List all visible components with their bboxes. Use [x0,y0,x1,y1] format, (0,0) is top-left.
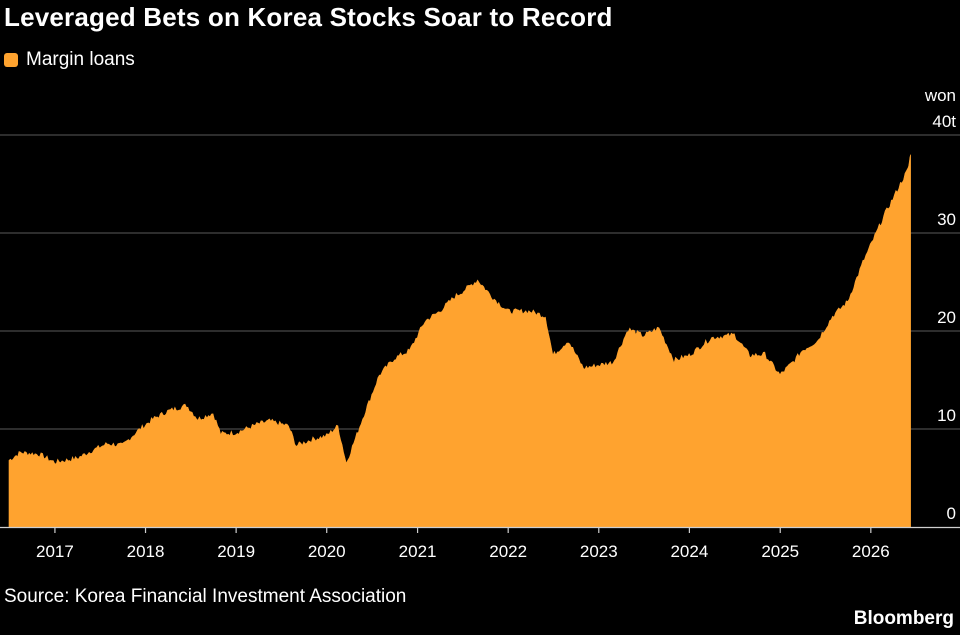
x-tick-label-2020: 2020 [308,542,346,561]
series-margin-loans-area [8,154,911,528]
source-note: Source: Korea Financial Investment Assoc… [4,586,407,607]
x-tick-label-2025: 2025 [761,542,799,561]
legend: Margin loans [4,49,135,71]
bloomberg-logo: Bloomberg [853,608,954,629]
legend-swatch-margin-loans [4,53,18,67]
x-tick-label-2018: 2018 [127,542,165,561]
y-tick-label-20: 20 [937,308,956,327]
y-tick-label-0: 0 [947,504,956,523]
x-tick-label-2017: 2017 [36,542,74,561]
x-tick-label-2023: 2023 [580,542,618,561]
x-tick-label-2019: 2019 [217,542,255,561]
chart-title: Leveraged Bets on Korea Stocks Soar to R… [4,2,613,32]
y-axis-unit-label: won [924,86,956,105]
x-tick-label-2024: 2024 [670,542,708,561]
x-axis: 2017 2018 2019 2020 2021 2022 2023 2024 2025 2026 [0,526,960,561]
y-axis: 0 10 20 30 40t [932,112,956,523]
x-tick-label-2021: 2021 [399,542,437,561]
legend-label-margin-loans: Margin loans [26,49,135,70]
y-tick-label-30: 30 [937,210,956,229]
x-tick-label-2022: 2022 [489,542,527,561]
area-series [8,154,911,528]
y-tick-label-10: 10 [937,406,956,425]
y-tick-label-40: 40t [932,112,956,131]
x-tick-label-2026: 2026 [852,542,890,561]
